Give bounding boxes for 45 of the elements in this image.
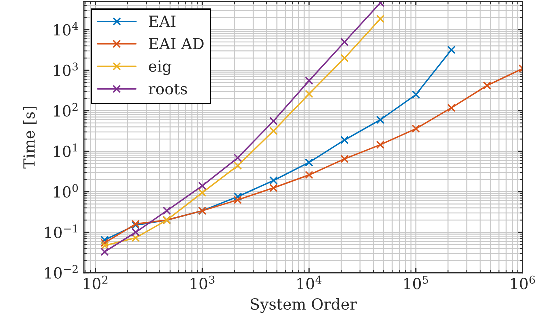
y-tick-label: 10$^{2}$ — [54, 103, 78, 117]
legend-label: EAI — [149, 16, 176, 28]
point — [234, 196, 242, 204]
point — [234, 192, 242, 202]
x-tick-label: 10$^{4}$ — [298, 276, 322, 290]
point — [270, 176, 278, 185]
x-tick-label: 10$^{3}$ — [190, 276, 215, 290]
point — [234, 154, 242, 162]
point — [162, 206, 172, 216]
point — [270, 126, 278, 136]
point — [483, 82, 492, 90]
point — [305, 158, 314, 167]
y-axis-title: Time [s] — [23, 107, 37, 169]
point — [198, 182, 207, 190]
point — [376, 140, 385, 150]
point — [376, 14, 385, 24]
point — [340, 136, 349, 144]
legend-label: eig — [149, 60, 172, 76]
point — [412, 124, 420, 134]
point — [340, 54, 349, 62]
point — [305, 90, 314, 98]
point — [376, 116, 385, 124]
y-tick-label: 10$^{3}$ — [54, 62, 78, 76]
point — [340, 38, 349, 46]
point — [305, 76, 314, 86]
point — [270, 184, 278, 192]
point — [447, 46, 456, 54]
point — [198, 188, 207, 198]
point — [412, 90, 420, 100]
point — [340, 154, 349, 164]
y-tick-label: 10$^{0}$ — [54, 184, 78, 198]
legend-label: roots — [148, 84, 188, 95]
point — [305, 171, 314, 180]
y-tick-label: 10$^{−1}$ — [45, 224, 78, 238]
y-tick-label: 10$^{−2}$ — [45, 265, 78, 279]
x-tick-label: 10$^{5}$ — [404, 276, 428, 290]
x-tick-label: 10$^{6}$ — [511, 276, 536, 290]
legend-label: EAI AD — [149, 38, 204, 50]
point — [234, 162, 242, 170]
point — [270, 117, 278, 126]
x-axis-title: System Order — [251, 298, 358, 314]
point — [447, 104, 456, 112]
y-tick-label: 10$^{4}$ — [54, 22, 78, 36]
y-tick-label: 10$^{1}$ — [54, 144, 78, 158]
x-tick-label: 10$^{2}$ — [84, 276, 108, 290]
